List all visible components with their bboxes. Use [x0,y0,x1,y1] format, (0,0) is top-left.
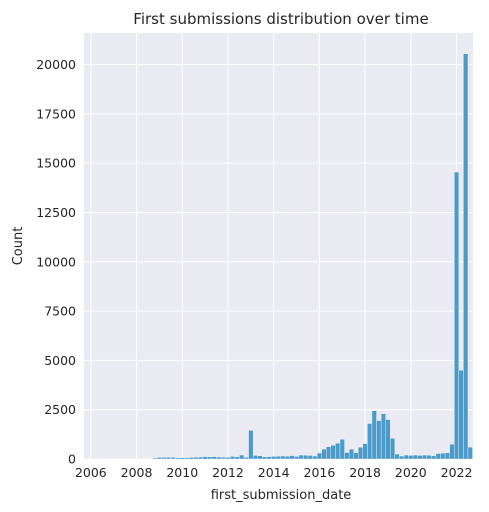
histogram-bar [262,456,268,460]
x-tick-labels: 2006 2008 2010 2012 2014 2016 2018 2020 2022 [75,465,472,480]
histogram-bar [326,446,332,460]
histogram-bar [463,53,469,460]
x-tick-label: 2014 [258,465,290,480]
histogram-bar [294,456,300,460]
histogram-bar [257,455,263,460]
histogram-bar [225,457,231,460]
x-axis-label: first_submission_date [211,488,352,503]
histogram-bar [335,443,341,460]
histogram-bar [252,455,258,460]
bars [102,53,473,460]
y-tick-labels: 0 2500 5000 7500 10000 12500 15000 17500 20000 [36,57,76,466]
y-tick-label: 12500 [36,205,76,220]
histogram-bar [284,456,290,460]
x-tick-label: 2022 [441,465,473,480]
histogram-bar [179,457,185,460]
histogram-bar [431,455,437,460]
histogram-bar [239,454,245,460]
histogram-bar [198,456,204,460]
histogram-bar [458,370,464,460]
histogram-bar [344,452,350,460]
x-tick-label: 2006 [75,465,107,480]
histogram-bar [339,439,345,460]
histogram-bar [422,454,428,460]
histogram-bar [289,455,295,460]
histogram-bar [266,456,272,460]
histogram-bar [303,455,309,460]
y-axis-label: Count [11,227,26,266]
histogram-bar [454,171,460,460]
y-tick-label: 5000 [44,353,76,368]
histogram-bar [243,457,249,460]
y-tick-label: 20000 [36,57,76,72]
histogram-bar [188,457,194,460]
histogram-bar [161,457,167,460]
histogram-bar [362,443,368,460]
histogram-bar [211,456,217,460]
histogram-bar [298,454,304,460]
x-tick-label: 2010 [166,465,198,480]
histogram-bar [207,456,213,460]
histogram-bar [426,455,432,460]
histogram-bar [440,452,446,460]
histogram-bar [156,457,162,460]
histogram-bar [193,457,199,460]
histogram-bar [202,456,208,460]
x-tick-label: 2012 [212,465,244,480]
y-tick-label: 15000 [36,156,76,171]
histogram-bar [220,457,226,460]
histogram-bar [435,453,441,460]
x-tick-label: 2018 [349,465,381,480]
histogram-bar [330,445,336,460]
histogram-bar [234,456,240,460]
y-tick-label: 0 [68,452,76,467]
histogram-bar [248,430,254,460]
y-tick-label: 7500 [44,304,76,319]
histogram-bar [271,456,277,460]
histogram-bar [385,419,391,460]
histogram-bar [316,452,322,460]
histogram-bar [307,455,313,460]
histogram-bar [216,456,222,460]
histogram-bar [380,413,386,460]
histogram-bar [449,444,455,460]
histogram-bar [403,454,409,460]
histogram-bar [312,455,318,460]
histogram-bar [417,455,423,460]
histogram-bar [275,456,281,460]
chart-title: First submissions distribution over time [133,10,428,28]
histogram-bar [170,457,176,460]
histogram-bar [152,457,158,460]
histogram-bar [175,457,181,460]
histogram-bar [412,454,418,460]
histogram-bar [390,438,396,460]
histogram-bar [367,423,373,460]
histogram-bar [467,446,473,460]
histogram-bar [230,456,236,460]
y-tick-label: 17500 [36,106,76,121]
histogram-bar [371,410,377,460]
x-tick-label: 2020 [395,465,427,480]
histogram-bar [444,452,450,460]
y-tick-label: 2500 [44,402,76,417]
histogram-bar [184,457,190,460]
x-tick-label: 2016 [304,465,336,480]
histogram-bar [358,446,364,460]
histogram-bar [376,420,382,460]
x-tick-label: 2008 [121,465,153,480]
histogram-bar [321,448,327,460]
histogram-bar [394,453,400,460]
histogram-bar [353,452,359,460]
y-tick-label: 10000 [36,254,76,269]
histogram-bar [280,455,286,460]
plot-background [84,33,473,459]
histogram-bar [166,457,172,460]
histogram-bar [408,455,414,460]
histogram-bar [399,455,405,460]
histogram-bar [348,448,354,460]
